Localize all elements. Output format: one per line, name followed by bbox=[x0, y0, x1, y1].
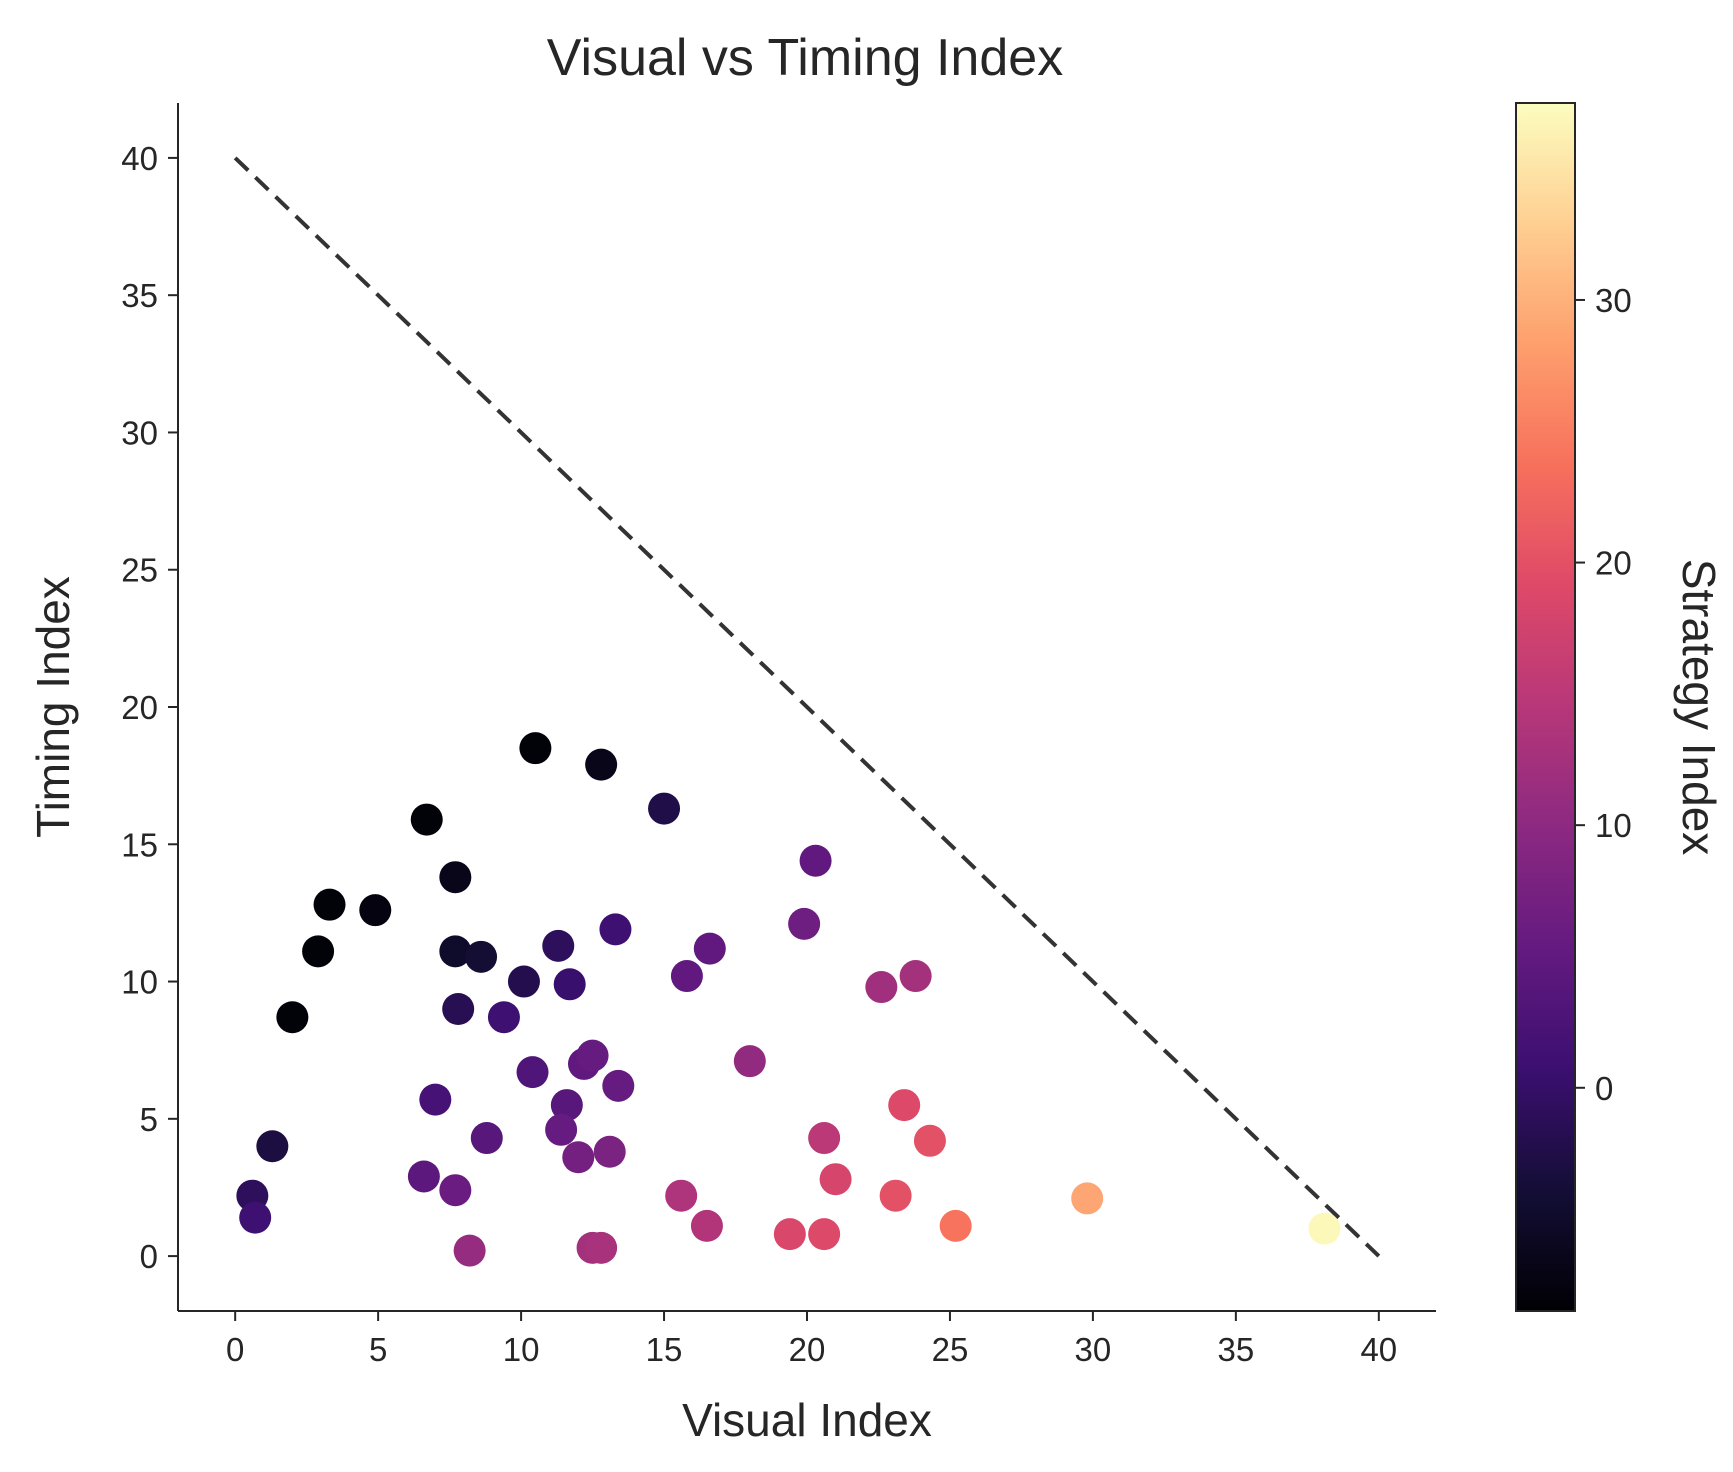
scatter-points bbox=[236, 732, 1341, 1267]
x-tick-label: 0 bbox=[226, 1331, 244, 1368]
scatter-point bbox=[442, 993, 475, 1025]
x-axis-ticks: 0 5 10 15 20 25 30 35 40 bbox=[226, 1311, 1397, 1368]
y-tick-label: 10 bbox=[121, 964, 158, 1001]
scatter-point bbox=[585, 1231, 618, 1264]
colorbar-tick-label: 0 bbox=[1595, 1070, 1613, 1107]
scatter-point bbox=[1308, 1212, 1341, 1245]
colorbar: 0 10 20 30 bbox=[1515, 102, 1632, 1312]
scatter-point bbox=[239, 1201, 272, 1234]
colorbar-tick-label: 30 bbox=[1595, 282, 1632, 319]
scatter-point bbox=[519, 732, 552, 765]
x-tick-label: 10 bbox=[503, 1331, 540, 1368]
scatter-point bbox=[819, 1163, 852, 1196]
scatter-point bbox=[439, 1174, 472, 1207]
scatter-point bbox=[419, 1083, 452, 1116]
scatter-point bbox=[899, 960, 932, 993]
scatter-point bbox=[313, 888, 346, 921]
scatter-point bbox=[439, 935, 472, 968]
scatter-point bbox=[888, 1089, 921, 1122]
scatter-point bbox=[939, 1209, 972, 1242]
scatter-point bbox=[487, 1001, 520, 1034]
scatter-point bbox=[542, 929, 575, 962]
reference-diagonal-line bbox=[233, 156, 1381, 1258]
scatter-point bbox=[410, 803, 443, 836]
x-tick-label: 25 bbox=[932, 1331, 969, 1368]
scatter-point bbox=[545, 1113, 578, 1146]
colorbar-tick-label: 10 bbox=[1595, 807, 1632, 844]
scatter-point bbox=[553, 968, 586, 1001]
scatter-point bbox=[648, 792, 681, 825]
y-tick-label: 40 bbox=[121, 140, 158, 177]
scatter-point bbox=[693, 932, 726, 965]
colorbar-ticks: 0 10 20 30 bbox=[1575, 282, 1632, 1107]
x-tick-label: 30 bbox=[1075, 1331, 1112, 1368]
scatter-point bbox=[470, 1122, 503, 1155]
chart-title: Visual vs Timing Index bbox=[547, 29, 1063, 87]
colorbar-title: Strategy Index bbox=[1673, 559, 1725, 856]
y-tick-label: 35 bbox=[121, 277, 158, 314]
scatter-point bbox=[788, 907, 821, 940]
y-axis-title: Timing Index bbox=[27, 576, 79, 838]
x-tick-label: 35 bbox=[1218, 1331, 1255, 1368]
scatter-point bbox=[690, 1209, 723, 1242]
scatter-point bbox=[808, 1122, 841, 1155]
scatter-point bbox=[562, 1141, 595, 1174]
scatter-point bbox=[733, 1045, 766, 1078]
x-tick-label: 40 bbox=[1360, 1331, 1397, 1368]
scatter-point bbox=[773, 1218, 806, 1251]
scatter-point bbox=[276, 1001, 309, 1034]
x-tick-label: 20 bbox=[789, 1331, 826, 1368]
colorbar-gradient bbox=[1515, 102, 1576, 1312]
scatter-point bbox=[453, 1234, 486, 1267]
scatter-point bbox=[808, 1218, 841, 1251]
scatter-point bbox=[665, 1179, 698, 1212]
scatter-point bbox=[913, 1124, 946, 1157]
scatter-point bbox=[576, 1039, 609, 1072]
scatter-point bbox=[879, 1179, 912, 1212]
plot-area: 0 5 10 15 20 25 30 35 40 0 5 10 15 20 25 30 35 40 bbox=[121, 103, 1436, 1368]
scatter-point bbox=[550, 1089, 583, 1122]
scatter-point bbox=[465, 940, 498, 973]
x-axis-title: Visual Index bbox=[682, 1394, 932, 1446]
scatter-point bbox=[507, 965, 540, 998]
y-tick-label: 25 bbox=[121, 552, 158, 589]
scatter-point bbox=[256, 1130, 289, 1163]
y-tick-label: 30 bbox=[121, 414, 158, 451]
scatter-point bbox=[439, 861, 472, 894]
y-tick-label: 15 bbox=[121, 826, 158, 863]
scatter-point bbox=[1071, 1182, 1104, 1215]
colorbar-tick-label: 20 bbox=[1595, 545, 1632, 582]
scatter-point bbox=[602, 1069, 635, 1102]
x-tick-label: 5 bbox=[369, 1331, 387, 1368]
scatter-point bbox=[302, 935, 335, 968]
scatter-point bbox=[516, 1056, 549, 1089]
scatter-point bbox=[670, 960, 703, 993]
scatter-point bbox=[593, 1135, 626, 1168]
scatter-point bbox=[585, 748, 618, 781]
scatter-point bbox=[407, 1160, 440, 1193]
y-tick-label: 0 bbox=[140, 1238, 158, 1275]
scatter-point bbox=[799, 844, 832, 877]
scatter-point bbox=[865, 971, 898, 1004]
y-axis-ticks: 0 5 10 15 20 25 30 35 40 bbox=[121, 140, 178, 1275]
scatter-point bbox=[599, 913, 632, 946]
y-tick-label: 20 bbox=[121, 689, 158, 726]
scatter-point bbox=[359, 894, 392, 927]
x-tick-label: 15 bbox=[646, 1331, 683, 1368]
y-tick-label: 5 bbox=[140, 1101, 158, 1138]
